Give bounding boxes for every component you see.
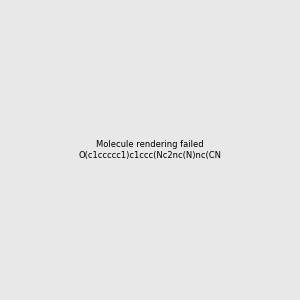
Text: Molecule rendering failed
O(c1ccccc1)c1ccc(Nc2nc(N)nc(CN: Molecule rendering failed O(c1ccccc1)c1c…	[79, 140, 221, 160]
